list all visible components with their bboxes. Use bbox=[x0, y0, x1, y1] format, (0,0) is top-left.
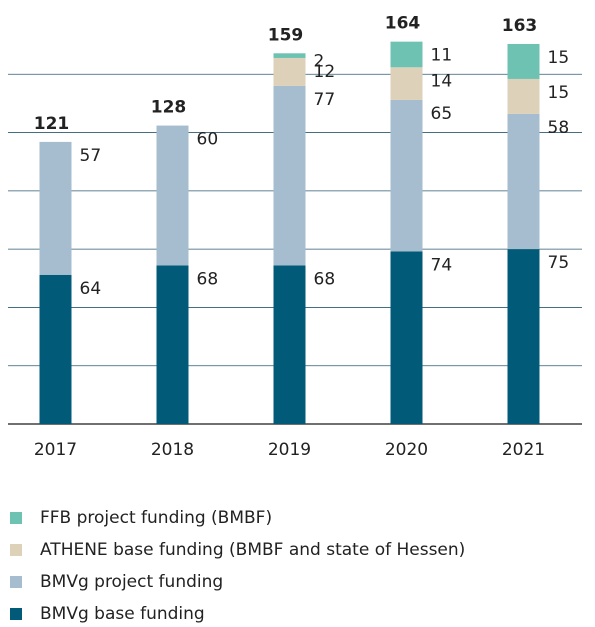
value-label: 14 bbox=[431, 71, 453, 91]
value-label: 58 bbox=[548, 118, 570, 138]
value-label: 75 bbox=[548, 253, 570, 273]
value-label: 11 bbox=[431, 46, 453, 66]
bar-segment bbox=[273, 265, 306, 424]
bar-segment bbox=[390, 41, 423, 68]
total-label: 128 bbox=[151, 98, 187, 118]
value-label: 2 bbox=[314, 52, 325, 72]
legend-swatch bbox=[10, 512, 22, 524]
bar-segment bbox=[156, 125, 189, 266]
value-label: 57 bbox=[80, 146, 102, 166]
legend-label: FFB project funding (BMBF) bbox=[40, 508, 272, 528]
value-label: 74 bbox=[431, 255, 453, 275]
legend-swatch bbox=[10, 608, 22, 620]
bar-segment bbox=[156, 265, 189, 424]
bar-segment bbox=[273, 85, 306, 266]
value-label: 77 bbox=[314, 90, 336, 110]
x-tick-label: 2017 bbox=[34, 440, 77, 460]
value-label: 65 bbox=[431, 104, 453, 124]
bar-segment bbox=[390, 251, 423, 424]
bar-segment bbox=[507, 78, 540, 114]
legend-label: ATHENE base funding (BMBF and state of H… bbox=[40, 540, 465, 560]
x-tick-label: 2020 bbox=[385, 440, 428, 460]
x-tick-label: 2018 bbox=[151, 440, 194, 460]
total-label: 163 bbox=[502, 16, 538, 36]
bar-segment bbox=[39, 141, 72, 275]
legend-label: BMVg project funding bbox=[40, 572, 223, 592]
value-label: 15 bbox=[548, 83, 570, 103]
legend-swatch bbox=[10, 576, 22, 588]
bar-segment bbox=[507, 113, 540, 250]
value-label: 60 bbox=[197, 130, 219, 150]
value-label: 68 bbox=[314, 269, 336, 289]
bar-segment bbox=[273, 53, 306, 58]
legend-swatch bbox=[10, 544, 22, 556]
bar-segment bbox=[390, 99, 423, 252]
legend-label: BMVg base funding bbox=[40, 604, 205, 624]
value-label: 68 bbox=[197, 269, 219, 289]
bar-segment bbox=[507, 43, 540, 79]
value-label: 64 bbox=[80, 279, 102, 299]
value-label: 15 bbox=[548, 48, 570, 68]
value-label: 12 bbox=[314, 62, 336, 82]
bar-segment bbox=[507, 249, 540, 424]
total-label: 164 bbox=[385, 14, 421, 34]
bar-segment bbox=[273, 57, 306, 86]
bar-segment bbox=[390, 67, 423, 100]
total-label: 121 bbox=[34, 114, 70, 134]
x-tick-label: 2019 bbox=[268, 440, 311, 460]
bar-segment bbox=[39, 274, 72, 424]
total-label: 159 bbox=[268, 25, 304, 45]
x-tick-label: 2021 bbox=[502, 440, 545, 460]
